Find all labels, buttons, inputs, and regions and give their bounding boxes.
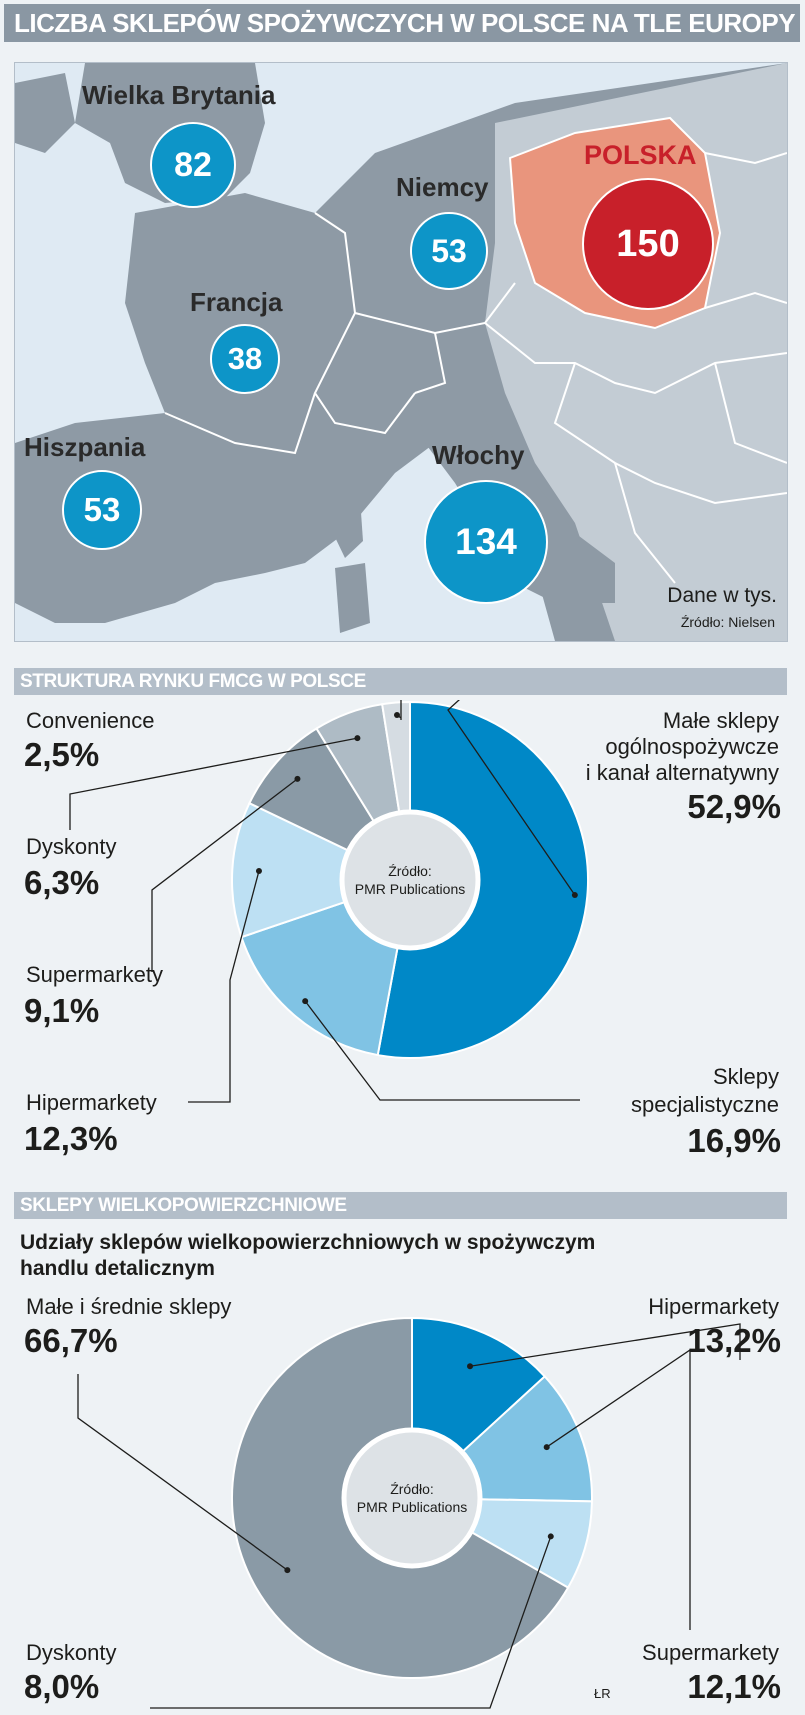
map-unit-note: Dane w tys. [667,584,777,607]
leader-line [77,1374,288,1571]
leader-line [469,1323,741,1367]
map-label-hiszpania: Hiszpania [24,432,146,462]
fmcg-label-specjalistyczne-line2: specjalistyczne [631,1092,779,1117]
wielko-pct-supermarkety: 12,1% [687,1668,781,1705]
fmcg-pct-convenience: 2,5% [24,736,100,773]
map-value-francja: 38 [227,341,263,376]
map-land-ireland [15,73,75,153]
leader-line [396,700,402,720]
fmcg-label-dyskonty: Dyskonty [26,834,117,859]
map-source: Źródło: Nielsen [680,614,775,630]
map-label-polska: POLSKA [584,140,697,170]
map-bubble-polska: 150 [582,178,714,310]
leader-dot [354,735,361,742]
map-bubble-wlochy: 134 [424,480,548,604]
leader-line [304,1000,580,1101]
leader-line [546,1348,691,1630]
fmcg-pct-male: 52,9% [687,788,781,825]
leader-line [69,737,358,830]
credit: ŁR [594,1686,611,1701]
section-title-wielko: SKLEPY WIELKOPOWIERZCHNIOWE [20,1195,347,1216]
leader-dot [284,1567,291,1574]
leader-dot [394,711,401,718]
wielko-donut-chart: Źródło: PMR Publications [77,1316,741,1709]
leader-dot [302,998,309,1005]
map-value-wlochy: 134 [455,521,517,562]
map-value-wielka-brytania: 82 [174,145,212,184]
map-borders [164,152,787,584]
leader-line [188,870,260,1103]
donut-center-label: PMR Publications [355,881,466,897]
fmcg-pct-dyskonty: 6,3% [24,864,100,901]
leader-dot [547,1533,554,1540]
wielko-label-male: Małe i średnie sklepy [26,1294,232,1319]
leader-line [447,700,576,896]
donut-hole [339,809,481,951]
wielko-pct-hipermarkety: 13,2% [687,1322,781,1359]
donut-hole [341,1427,483,1569]
leader-dot [467,1363,474,1370]
map-label-wlochy: Włochy [432,440,525,470]
fmcg-label-specjalistyczne-line1: Sklepy [712,1064,779,1089]
map-value-hiszpania: 53 [83,491,121,528]
wielko-pct-dyskonty: 8,0% [24,1668,100,1705]
header-bar: LICZBA SKLEPÓW SPOŻYWCZYCH W POLSCE NA T… [4,4,800,42]
fmcg-label-convenience: Convenience [26,708,155,733]
map-land-corsica [333,498,363,558]
fmcg-label-hipermarkety: Hipermarkety [26,1090,157,1115]
leader-line [151,778,298,972]
map-label-niemcy: Niemcy [396,172,489,202]
page-title: LICZBA SKLEPÓW SPOŻYWCZYCH W POLSCE NA T… [14,8,796,38]
fmcg-label-male-line3: i kanał alternatywny [585,760,779,785]
section-title-fmcg: STRUKTURA RYNKU FMCG W POLSCE [20,671,366,692]
map-label-francja: Francja [190,287,283,317]
leader-dot [543,1444,550,1451]
fmcg-label-supermarkety: Supermarkety [26,962,163,987]
map-value-polska: 150 [616,222,680,265]
fmcg-pct-supermarkety: 9,1% [24,992,100,1029]
wielko-subtitle-line1: Udziały sklepów wielkopowierzchniowych w… [20,1231,596,1254]
donut-center-label: Źródło: [390,1481,434,1497]
pie-slice-male-sklepy-ogolnospozywcze-i-kanal-alternatywny [376,700,589,1059]
fmcg-label-male-line2: ogólnospożywcze [605,734,779,759]
fmcg-pct-specjalistyczne: 16,9% [687,1122,781,1159]
fmcg-label-male-line1: Małe sklepy [662,708,779,733]
map-bubble-francja: 38 [210,324,280,394]
leader-line [150,1536,552,1709]
section-bar-fmcg: STRUKTURA RYNKU FMCG W POLSCE [14,668,787,695]
wielko-pct-male: 66,7% [24,1322,118,1359]
fmcg-donut-chart: Źródło: PMR Publications [69,700,589,1103]
wielko-label-hipermarkety: Hipermarkety [648,1294,779,1319]
section-bar-wielko: SKLEPY WIELKOPOWIERZCHNIOWE [14,1192,787,1219]
wielko-subtitle-line2: handlu detalicznym [20,1257,215,1280]
leader-dot [255,867,262,874]
pie-slice-hipermarkety [231,801,413,939]
fmcg-pct-hipermarkety: 12,3% [24,1120,118,1157]
map-bubble-wielka-brytania: 82 [150,122,236,208]
map-value-niemcy: 53 [431,232,467,269]
leader-dot [571,892,578,899]
wielko-label-supermarkety: Supermarkety [642,1640,779,1665]
donut-center-label: PMR Publications [357,1499,468,1515]
donut-center-label: Źródło: [388,863,432,879]
map-bubble-niemcy: 53 [410,212,488,290]
map-land-sardinia [335,563,370,633]
wielko-label-dyskonty: Dyskonty [26,1640,117,1665]
leader-dot [294,775,301,782]
map-bubble-hiszpania: 53 [62,470,142,550]
map-label-wielka-brytania: Wielka Brytania [82,80,276,110]
